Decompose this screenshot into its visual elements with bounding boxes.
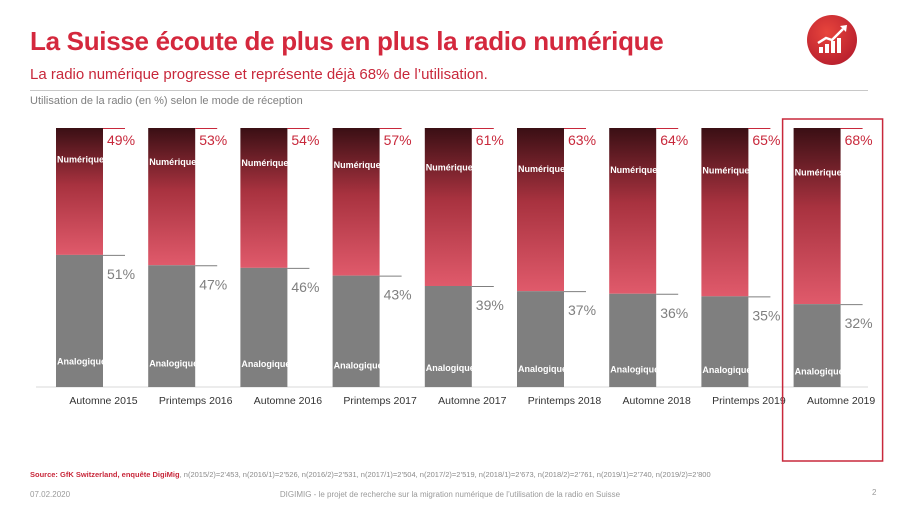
stacked-bar-chart: Numérique Analogique 49% 51% Automne 2015 Num…	[36, 118, 884, 462]
x-tick-label: Automne 2015	[69, 395, 137, 407]
source-detail: , n(2015/2)=2’453, n(2016/1)=2’526, n(20…	[179, 470, 711, 479]
bar-numerique	[332, 128, 380, 276]
value-label-analogique: 43%	[384, 287, 412, 303]
value-label-numerique: 53%	[199, 132, 227, 148]
series-label-analogique: Analogique	[149, 359, 198, 369]
value-label-numerique: 65%	[752, 132, 780, 148]
x-tick-label: Automne 2017	[438, 395, 506, 407]
source-note: Source: GfK Switzerland, enquête DigiMig…	[30, 470, 711, 479]
bar-numerique	[609, 128, 657, 294]
series-label-analogique: Analogique	[241, 359, 290, 369]
value-label-numerique: 68%	[845, 132, 873, 148]
series-label-analogique: Analogique	[610, 364, 659, 374]
page-number: 2	[872, 488, 877, 497]
bar-analogique	[240, 267, 288, 387]
bar-numerique	[56, 128, 103, 255]
series-label-numerique: Numérique	[795, 168, 842, 178]
series-label-numerique: Numérique	[610, 165, 657, 175]
x-tick-label: Automne 2018	[623, 395, 691, 407]
series-label-numerique: Numérique	[518, 164, 565, 174]
page-title: La Suisse écoute de plus en plus la radi…	[30, 26, 664, 56]
value-label-numerique: 57%	[384, 132, 412, 148]
x-tick-label: Printemps 2019	[712, 395, 786, 407]
bar-analogique	[424, 285, 472, 387]
value-label-numerique: 49%	[107, 132, 135, 148]
series-label-numerique: Numérique	[57, 154, 104, 164]
value-label-analogique: 47%	[199, 276, 227, 292]
x-tick-label: Printemps 2017	[343, 395, 417, 407]
bar-numerique	[148, 128, 196, 266]
value-label-analogique: 36%	[660, 305, 688, 321]
x-tick-label: Printemps 2016	[159, 395, 233, 407]
value-label-numerique: 61%	[476, 132, 504, 148]
x-tick-label: Printemps 2018	[528, 395, 602, 407]
value-label-numerique: 64%	[660, 132, 688, 148]
bar-analogique	[609, 293, 657, 387]
series-label-numerique: Numérique	[149, 157, 196, 167]
value-label-analogique: 39%	[476, 297, 504, 313]
value-label-analogique: 46%	[291, 279, 319, 295]
series-label-analogique: Analogique	[57, 357, 106, 367]
bar-numerique	[701, 128, 749, 297]
bar-numerique	[517, 128, 564, 292]
series-label-analogique: Analogique	[518, 364, 567, 374]
series-label-analogique: Analogique	[426, 363, 475, 373]
value-label-numerique: 63%	[568, 132, 596, 148]
bar-numerique	[424, 128, 472, 286]
series-label-analogique: Analogique	[334, 361, 383, 371]
x-tick-label: Automne 2019	[807, 395, 875, 407]
value-label-analogique: 35%	[752, 307, 780, 323]
page-subtitle: La radio numérique progresse et représen…	[30, 66, 488, 83]
series-label-numerique: Numérique	[241, 158, 288, 168]
bar-analogique	[56, 254, 103, 387]
value-label-analogique: 32%	[845, 315, 873, 331]
divider	[30, 90, 868, 91]
bar-analogique	[793, 304, 841, 387]
bar-analogique	[332, 275, 380, 387]
growth-chart-icon	[806, 14, 858, 66]
series-label-numerique: Numérique	[426, 163, 473, 173]
value-label-analogique: 37%	[568, 302, 596, 318]
value-label-numerique: 54%	[291, 132, 319, 148]
x-tick-label: Automne 2016	[254, 395, 322, 407]
series-label-numerique: Numérique	[334, 160, 381, 170]
bar-analogique	[517, 291, 564, 387]
bar-numerique	[793, 128, 841, 305]
bar-analogique	[148, 265, 196, 387]
bar-analogique	[701, 296, 749, 387]
bar-numerique	[240, 128, 288, 268]
footer-text: DIGIMIG - le projet de recherche sur la …	[279, 490, 621, 499]
source-label: Source: GfK Switzerland, enquête DigiMig	[30, 470, 180, 479]
series-label-analogique: Analogique	[795, 366, 844, 376]
footer-date: 07.02.2020	[30, 490, 71, 499]
series-label-numerique: Numérique	[702, 165, 749, 175]
value-label-analogique: 51%	[107, 266, 135, 282]
highlight-box	[781, 118, 884, 462]
chart-label: Utilisation de la radio (en %) selon le …	[30, 95, 303, 107]
series-label-analogique: Analogique	[702, 365, 751, 375]
